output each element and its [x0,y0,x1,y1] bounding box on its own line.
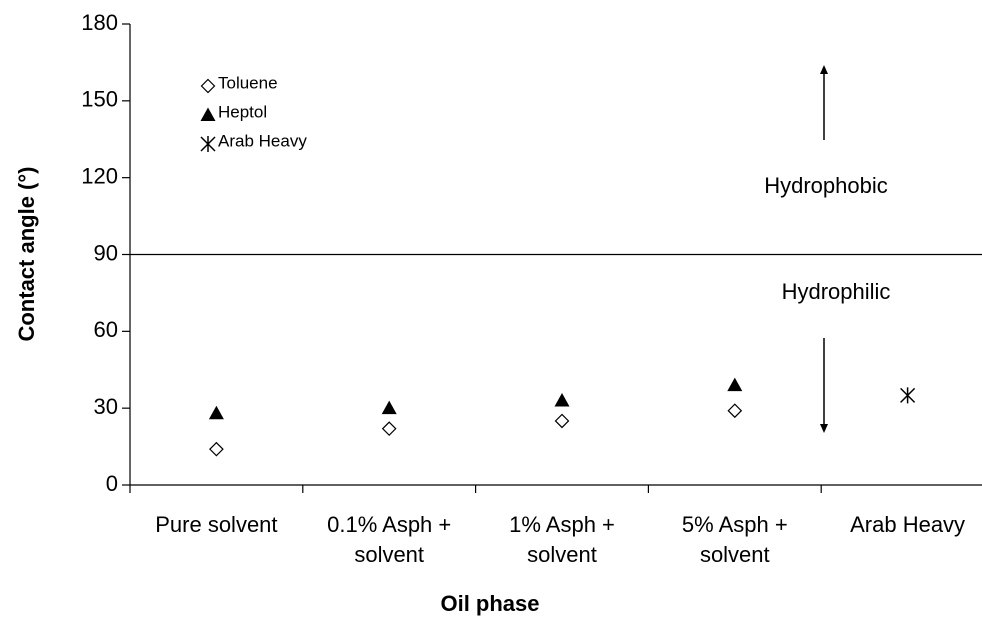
data-point [381,400,397,415]
legend-label: Arab Heavy [218,131,307,150]
x-tick-label: 5% Asph + solvent [681,512,788,567]
x-tick-label: 0.1% Asph + solvent [327,512,452,567]
y-tick-label: 150 [81,87,118,112]
x-tick-label: 1% Asph + solvent [509,512,615,567]
x-axis-title: Oil phase [440,591,539,616]
legend-marker [200,107,216,121]
annotation: Hydrophobic [764,173,888,198]
legend-label: Toluene [218,73,278,92]
data-point [900,387,916,404]
y-axis-title: Contact angle (°) [14,166,39,341]
data-point [381,421,397,437]
data-point [727,403,743,419]
data-point [208,405,224,420]
annotation: Hydrophilic [782,279,891,304]
y-tick-label: 0 [106,471,118,496]
data-point [554,392,570,407]
y-tick-label: 30 [94,394,118,419]
data-point [727,377,743,392]
arrow-down [820,338,828,433]
y-tick-label: 90 [94,240,118,265]
y-tick-label: 180 [81,10,118,35]
arrow-up [820,65,828,140]
x-tick-label: Arab Heavy [850,512,966,537]
legend-marker [200,136,216,152]
data-point [209,441,224,457]
x-tick-label: Pure solvent [155,512,278,537]
y-tick-label: 120 [81,163,118,188]
legend-marker [200,78,216,94]
data-point [554,413,570,429]
y-tick-label: 60 [94,317,118,342]
legend-label: Heptol [218,102,267,121]
